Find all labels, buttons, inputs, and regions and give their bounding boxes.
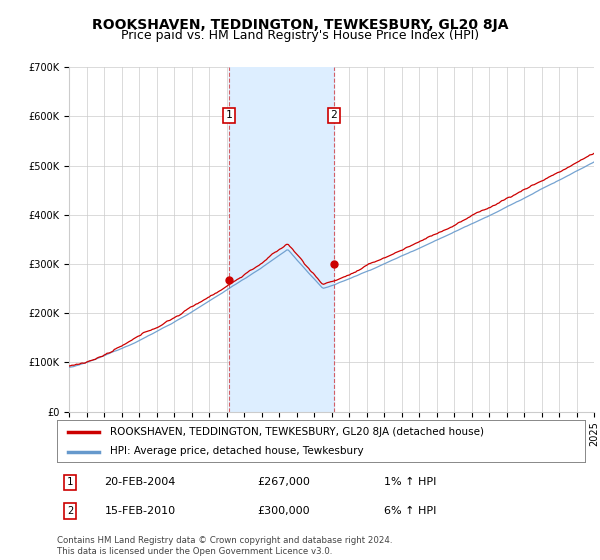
Text: Contains HM Land Registry data © Crown copyright and database right 2024.
This d: Contains HM Land Registry data © Crown c… bbox=[57, 536, 392, 556]
Text: ROOKSHAVEN, TEDDINGTON, TEWKESBURY, GL20 8JA (detached house): ROOKSHAVEN, TEDDINGTON, TEWKESBURY, GL20… bbox=[110, 427, 484, 437]
Text: Price paid vs. HM Land Registry's House Price Index (HPI): Price paid vs. HM Land Registry's House … bbox=[121, 29, 479, 42]
Text: 20-FEB-2004: 20-FEB-2004 bbox=[104, 477, 176, 487]
Text: 2: 2 bbox=[331, 110, 337, 120]
Text: 6% ↑ HPI: 6% ↑ HPI bbox=[385, 506, 437, 516]
Text: £300,000: £300,000 bbox=[257, 506, 310, 516]
Text: 1: 1 bbox=[226, 110, 232, 120]
Text: 1% ↑ HPI: 1% ↑ HPI bbox=[385, 477, 437, 487]
Text: 2: 2 bbox=[67, 506, 73, 516]
Text: £267,000: £267,000 bbox=[257, 477, 311, 487]
Text: 15-FEB-2010: 15-FEB-2010 bbox=[104, 506, 176, 516]
Text: 1: 1 bbox=[67, 477, 73, 487]
Bar bbox=[229, 67, 334, 412]
Text: ROOKSHAVEN, TEDDINGTON, TEWKESBURY, GL20 8JA: ROOKSHAVEN, TEDDINGTON, TEWKESBURY, GL20… bbox=[92, 18, 508, 32]
Text: HPI: Average price, detached house, Tewkesbury: HPI: Average price, detached house, Tewk… bbox=[110, 446, 364, 456]
